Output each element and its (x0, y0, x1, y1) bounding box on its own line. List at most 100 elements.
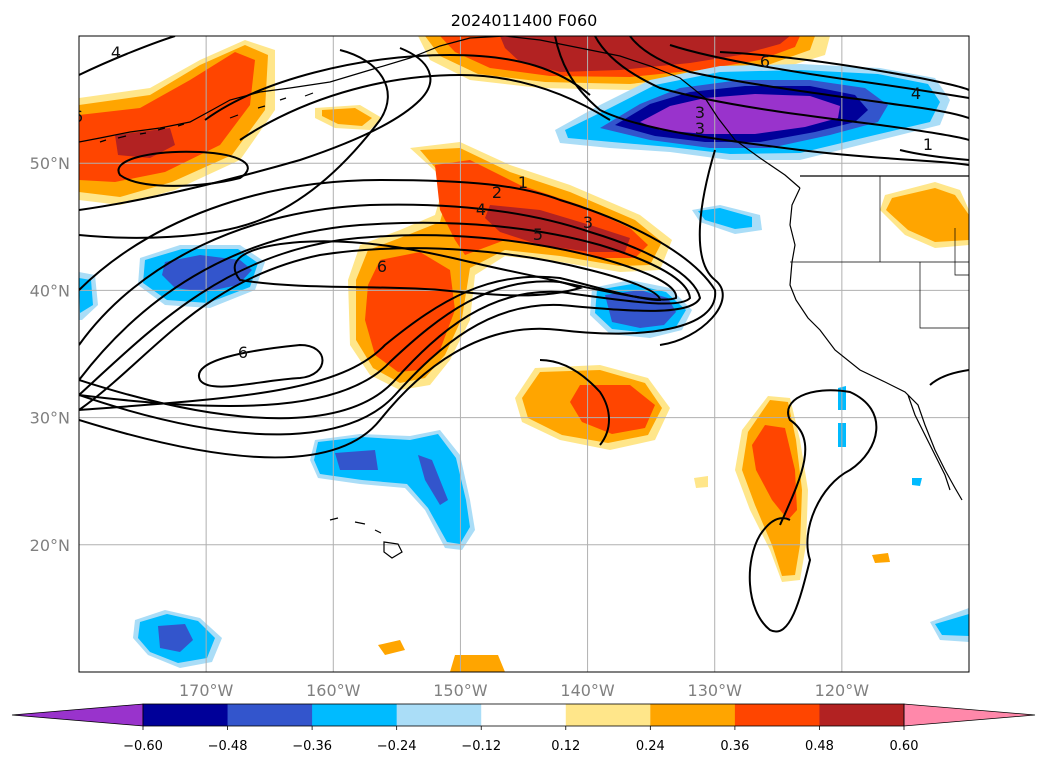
contour-label: 1 (923, 135, 933, 154)
contour-label: 6 (73, 107, 83, 126)
anomaly-spot-3 (694, 476, 708, 488)
lon-label: 140°W (560, 681, 615, 700)
colorbar-tick-label: −0.12 (461, 739, 501, 754)
lon-label: 150°W (433, 681, 488, 700)
longitude-labels: 170°W 160°W 150°W 140°W 130°W 120°W (179, 681, 869, 700)
contour-northeast-5 (719, 51, 969, 91)
contour-2 (79, 203, 702, 436)
contour-west-upper (79, 47, 432, 211)
colorbar-extend-low (11, 703, 144, 727)
lon-label: 130°W (688, 681, 743, 700)
contour-6-closed (233, 240, 584, 297)
anomaly-blob-east-coast-core (886, 188, 969, 242)
coastline-baja (907, 394, 951, 491)
colorbar-segment (312, 704, 398, 726)
contour-label: 4 (911, 84, 921, 103)
latitude-labels: 50°N 40°N 30°N 20°N (30, 154, 70, 555)
contour-northeast-1 (554, 36, 969, 166)
contour-label: 3 (695, 119, 705, 138)
colorbar-tick-label: −0.48 (208, 739, 248, 754)
colorbar-frame (142, 703, 905, 727)
contour-label: 6 (377, 257, 387, 276)
contour-northeast-3 (629, 36, 969, 119)
lat-label: 30°N (30, 409, 70, 428)
map-frame (78, 35, 970, 673)
colorbar-tick-labels: −0.60 −0.48 −0.36 −0.24 −0.12 0.12 0.24 0.36 0.4… (123, 726, 918, 754)
lon-label: 170°W (179, 681, 234, 700)
anomaly-spot-blue-3 (912, 478, 922, 486)
lat-label: 50°N (30, 154, 70, 173)
anomaly-blob-far-south-west-max (158, 624, 193, 652)
us-state-borders (790, 176, 969, 329)
coastline-west-coast (789, 187, 963, 501)
colorbar-extend-high (903, 703, 1036, 727)
contour-label: 1 (518, 173, 528, 192)
anomaly-blob-south-east-center (752, 425, 797, 520)
colorbar-segment (481, 704, 567, 726)
anomaly-blob-mid-center (570, 385, 655, 434)
contour-east-coast-1 (899, 149, 969, 161)
lon-label: 120°W (815, 681, 870, 700)
anomaly-blob-south-max (335, 450, 378, 470)
contour-3 (79, 221, 692, 420)
figure-title: 2024011400 F060 (451, 11, 598, 30)
contour-4 (79, 234, 678, 408)
height-contours (79, 36, 969, 633)
coastline-aleutians (99, 92, 314, 143)
contour-label: 2 (492, 183, 502, 202)
anomaly-blob-south-max-b (418, 455, 448, 505)
colorbar-tick-label: −0.60 (123, 739, 163, 754)
contour-label: 4 (111, 43, 121, 62)
contour-label: 5 (533, 225, 543, 244)
contour-central-pacific (539, 359, 610, 446)
anomaly-blob-small-east-core (698, 208, 752, 229)
anomaly-blob-small-north-core (322, 108, 372, 126)
anomaly-blob-north-max (500, 36, 790, 72)
colorbar-segment (565, 704, 651, 726)
contour-1 (79, 178, 717, 459)
positive-anomaly-shading (79, 36, 969, 672)
anomaly-blob-northeast-max (640, 94, 840, 134)
gridlines (79, 36, 969, 672)
anomaly-blob-far-south-east-core (935, 614, 969, 636)
colorbar-segment (227, 704, 313, 726)
colorbar-segment (143, 704, 229, 726)
contour-northeast-4 (669, 44, 969, 99)
lat-label: 20°N (30, 536, 70, 555)
anomaly-spot-4 (872, 553, 890, 563)
colorbar-tick-label: −0.24 (377, 739, 417, 754)
colorbar-segment (819, 704, 905, 726)
contour-label: 4 (476, 200, 486, 219)
contour-6-low (197, 343, 324, 388)
contour-northeast-2 (594, 36, 969, 141)
anomaly-spot-1 (378, 640, 405, 655)
anomaly-blob-central-max (485, 205, 630, 252)
anomaly-spot-2 (450, 655, 505, 672)
coastlines (79, 36, 969, 559)
contour-north-arc-2 (239, 73, 611, 141)
colorbar-tick-label: −0.36 (292, 739, 332, 754)
contour-southeast (748, 389, 878, 633)
colorbar-tick-label: 0.36 (720, 739, 749, 754)
colorbar-tick-label: 0.60 (890, 739, 919, 754)
anomaly-blob-west-edge-max (115, 128, 175, 158)
contour-east-coast-ring (929, 369, 969, 386)
colorbar-tick-label: 0.12 (551, 739, 580, 754)
lon-label: 160°W (306, 681, 361, 700)
colorbar (11, 703, 1036, 727)
contour-5 (79, 247, 662, 411)
contour-northwest-corner (79, 36, 176, 76)
contour-east-closed (659, 149, 724, 346)
colorbar-segment (650, 704, 736, 726)
coastline-gulf-alaska (504, 36, 801, 189)
contour-label: 3 (695, 103, 705, 122)
contour-label: 3 (583, 213, 593, 232)
colorbar-tick-label: 0.48 (805, 739, 834, 754)
contour-west-mid (79, 49, 389, 239)
contour-label: 6 (760, 52, 770, 71)
coastline-hawaii (329, 517, 403, 559)
colorbar-segment (396, 704, 482, 726)
